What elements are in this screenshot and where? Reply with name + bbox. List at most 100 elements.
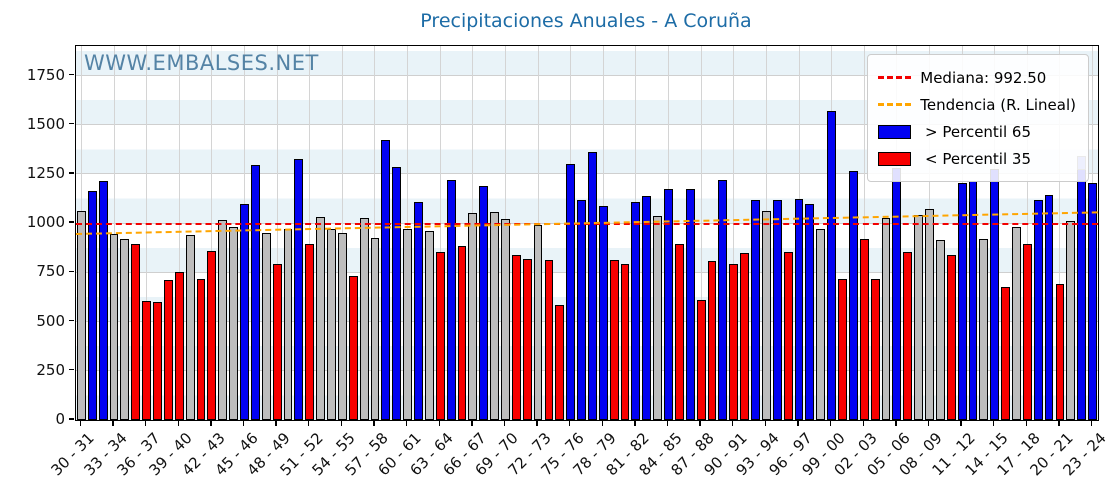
x-tick (177, 421, 179, 426)
bar-17-18 (1022, 243, 1032, 420)
y-tick-label: 250 (36, 360, 65, 379)
legend-below-label: < Percentil 35 (920, 149, 1032, 168)
bar-02-03 (859, 238, 869, 420)
bar-65-66 (457, 245, 467, 420)
x-tick (601, 421, 603, 426)
y-tick (69, 418, 74, 420)
plot-area: WWW.EMBALSES.NET Mediana: 992.50 Tendenc… (75, 45, 1099, 421)
bar-66-67 (468, 213, 478, 420)
x-tick (405, 421, 408, 426)
bar-59-60 (392, 167, 402, 420)
bar-86-87 (685, 188, 695, 420)
bar-05-06 (892, 168, 902, 420)
x-gridline (113, 46, 115, 420)
legend-item-above: > Percentil 65 (878, 118, 1076, 145)
bar-03-04 (870, 279, 880, 420)
y-tick-label: 500 (36, 311, 65, 330)
median-dash-sample (878, 76, 912, 79)
y-gridline (76, 370, 1098, 372)
bar-50-51 (294, 159, 304, 420)
below-percentile-swatch (878, 151, 912, 166)
y-tick-label: 0 (55, 410, 65, 428)
bar-57-58 (370, 237, 380, 420)
y-tick (69, 123, 74, 125)
bar-43-44 (218, 220, 228, 420)
bar-56-57 (359, 218, 369, 420)
x-tick (210, 421, 212, 426)
watermark: WWW.EMBALSES.NET (84, 51, 319, 75)
bar-40-41 (185, 234, 195, 420)
legend: Mediana: 992.50 Tendencia (R. Lineal) > … (867, 54, 1089, 182)
bar-77-78 (588, 152, 597, 420)
x-tick (79, 421, 82, 426)
y-gridline (76, 75, 1098, 77)
y-tick (69, 172, 74, 174)
bar-49-50 (283, 229, 293, 420)
y-tick-label: 1500 (26, 114, 65, 133)
bar-81-82 (631, 201, 641, 420)
bar-48-49 (272, 264, 282, 420)
bar-85-86 (674, 243, 684, 420)
x-tick (536, 421, 538, 426)
bar-78-79 (598, 206, 608, 420)
bar-34-35 (120, 238, 130, 420)
bar-09-10 (935, 239, 945, 420)
bar-11-12 (957, 182, 967, 420)
bar-32-33 (98, 180, 108, 420)
legend-item-median: Mediana: 992.50 (878, 64, 1076, 91)
legend-item-trend: Tendencia (R. Lineal) (878, 91, 1076, 118)
y-tick-label: 1000 (26, 213, 65, 232)
bar-15-16 (1001, 287, 1010, 420)
y-gridline (76, 124, 1098, 126)
bar-88-89 (707, 260, 717, 420)
bar-90-91 (729, 264, 739, 420)
x-gridline (178, 46, 180, 420)
x-gridline (439, 46, 441, 420)
x-gridline (733, 46, 735, 420)
trend-dash-sample (878, 103, 912, 106)
bar-44-45 (229, 227, 239, 420)
bar-12-13 (968, 180, 978, 420)
x-tick (960, 421, 962, 426)
bar-08-09 (925, 209, 934, 420)
x-gridline (276, 46, 278, 420)
x-tick (1058, 421, 1060, 426)
x-tick (862, 421, 864, 426)
bar-92-93 (751, 199, 760, 420)
bar-41-42 (196, 279, 206, 420)
bar-36-37 (142, 300, 152, 420)
x-gridline (1026, 46, 1028, 420)
bar-16-17 (1012, 227, 1021, 420)
y-tick (69, 221, 74, 223)
legend-median-label: Mediana: 992.50 (920, 68, 1047, 87)
bar-55-56 (348, 276, 358, 420)
bar-51-52 (305, 243, 315, 420)
x-tick (764, 421, 767, 426)
legend-trend-label: Tendencia (R. Lineal) (920, 95, 1076, 114)
bar-83-84 (653, 216, 663, 420)
bar-97-98 (805, 204, 815, 420)
bar-94-95 (772, 199, 782, 420)
bar-18-19 (1033, 199, 1043, 420)
bar-06-07 (903, 251, 913, 420)
bar-37-38 (153, 301, 162, 420)
y-tick-label: 1250 (26, 163, 65, 182)
bar-61-62 (414, 201, 423, 420)
x-gridline (1059, 46, 1061, 420)
x-tick (242, 421, 245, 426)
x-tick (699, 421, 701, 426)
x-tick (895, 421, 897, 426)
legend-above-label: > Percentil 65 (920, 122, 1032, 141)
bar-64-65 (446, 179, 456, 420)
bar-31-32 (87, 190, 97, 420)
bar-20-21 (1055, 284, 1065, 420)
bar-35-36 (131, 243, 141, 420)
bar-95-96 (783, 251, 793, 420)
x-tick (340, 421, 343, 426)
bar-73-74 (544, 259, 554, 420)
x-tick (373, 421, 375, 426)
bar-30-31 (77, 211, 86, 420)
bar-62-63 (424, 231, 434, 420)
bar-80-81 (620, 263, 630, 420)
